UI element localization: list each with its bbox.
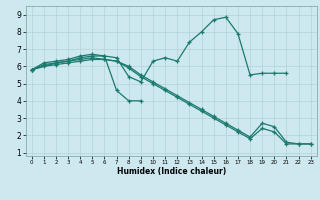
X-axis label: Humidex (Indice chaleur): Humidex (Indice chaleur) — [116, 167, 226, 176]
